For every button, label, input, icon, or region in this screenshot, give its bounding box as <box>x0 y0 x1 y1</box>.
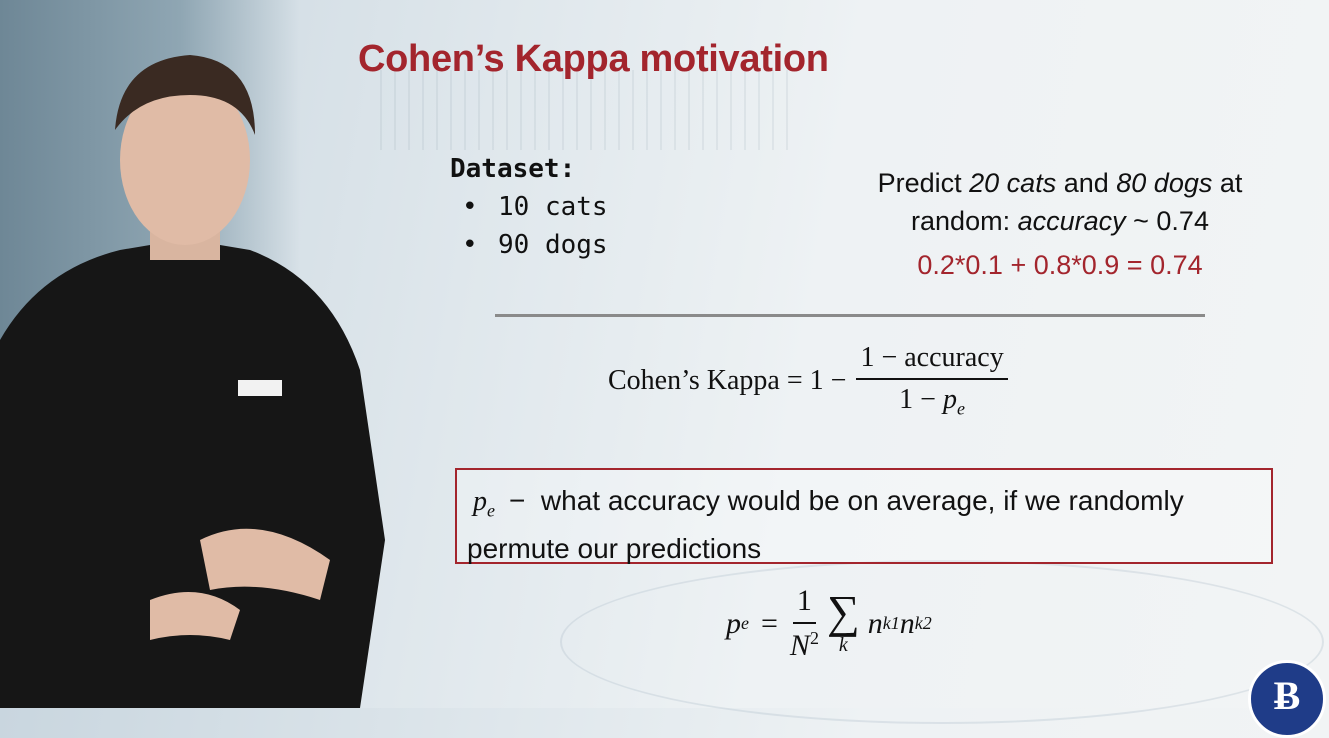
list-item: 90 dogs <box>462 226 607 264</box>
predict-dogs: 80 dogs <box>1116 168 1213 198</box>
pe-term1-sub: k1 <box>882 613 900 633</box>
dataset-header: Dataset: <box>450 154 576 184</box>
summation: ∑ k <box>826 586 860 657</box>
predict-text: Predict <box>877 168 970 198</box>
pe-definition-text: what accuracy would be on average, if we… <box>467 485 1184 564</box>
kappa-denominator: 1 − pe <box>899 380 965 420</box>
dataset-list: 10 cats 90 dogs <box>450 188 607 264</box>
random-prediction-note: Predict 20 cats and 80 dogs at random: a… <box>840 164 1280 284</box>
pe-formula-N: N <box>789 629 810 662</box>
pe-term1: n <box>867 606 883 640</box>
pe-symbol: pe <box>473 486 495 521</box>
accuracy-calculation: 0.2*0.1 + 0.8*0.9 = 0.74 <box>917 250 1203 280</box>
sum-index: k <box>838 634 848 656</box>
predict-accuracy-word: accuracy <box>1017 206 1126 236</box>
pe-formula-denominator: N2 <box>790 624 819 663</box>
kappa-pe-sub: e <box>956 398 965 419</box>
sigma-symbol: ∑ <box>826 586 860 637</box>
kappa-lhs: Cohen’s Kappa = 1 − <box>608 364 847 396</box>
list-item: 10 cats <box>462 188 607 226</box>
kappa-fraction: 1 − accuracy 1 − pe <box>856 342 1008 420</box>
presenter-figure <box>0 55 385 708</box>
pe-term2: n <box>899 606 915 640</box>
background-gear-decoration <box>560 560 1324 724</box>
kappa-numerator: 1 − accuracy <box>856 342 1008 380</box>
pe-dash: − <box>509 485 526 516</box>
slide-title: Cohen’s Kappa motivation <box>358 38 829 80</box>
predict-cats: 20 cats <box>969 168 1057 198</box>
pe-formula-numerator: 1 <box>792 584 816 624</box>
dataset-block: Dataset: 10 cats 90 dogs <box>450 154 608 264</box>
predict-accuracy-value: ~ 0.74 <box>1125 206 1209 236</box>
kappa-denominator-prefix: 1 − <box>899 384 943 415</box>
pe-var: p <box>473 486 487 517</box>
predict-text: and <box>1056 168 1117 198</box>
background-decoration <box>380 70 800 150</box>
pe-formula-N-sup: 2 <box>809 628 819 648</box>
pe-formula-var: p <box>726 606 741 640</box>
pe-sub: e <box>487 500 495 521</box>
pe-formula-fraction: 1 N2 <box>790 584 819 663</box>
kappa-pe-var: p <box>942 384 957 415</box>
university-logo: Ƀ <box>1248 660 1326 738</box>
pe-definition-box: pe − what accuracy would be on average, i… <box>455 468 1273 564</box>
predict-text: at random: <box>911 168 1243 236</box>
kappa-formula: Cohen’s Kappa = 1 − 1 − accuracy 1 − pe <box>608 342 1008 420</box>
divider <box>495 314 1205 317</box>
pe-term2-sub: k2 <box>914 613 932 633</box>
pe-formula-sub: e <box>741 613 749 633</box>
pe-formula-eq: = <box>761 606 778 640</box>
